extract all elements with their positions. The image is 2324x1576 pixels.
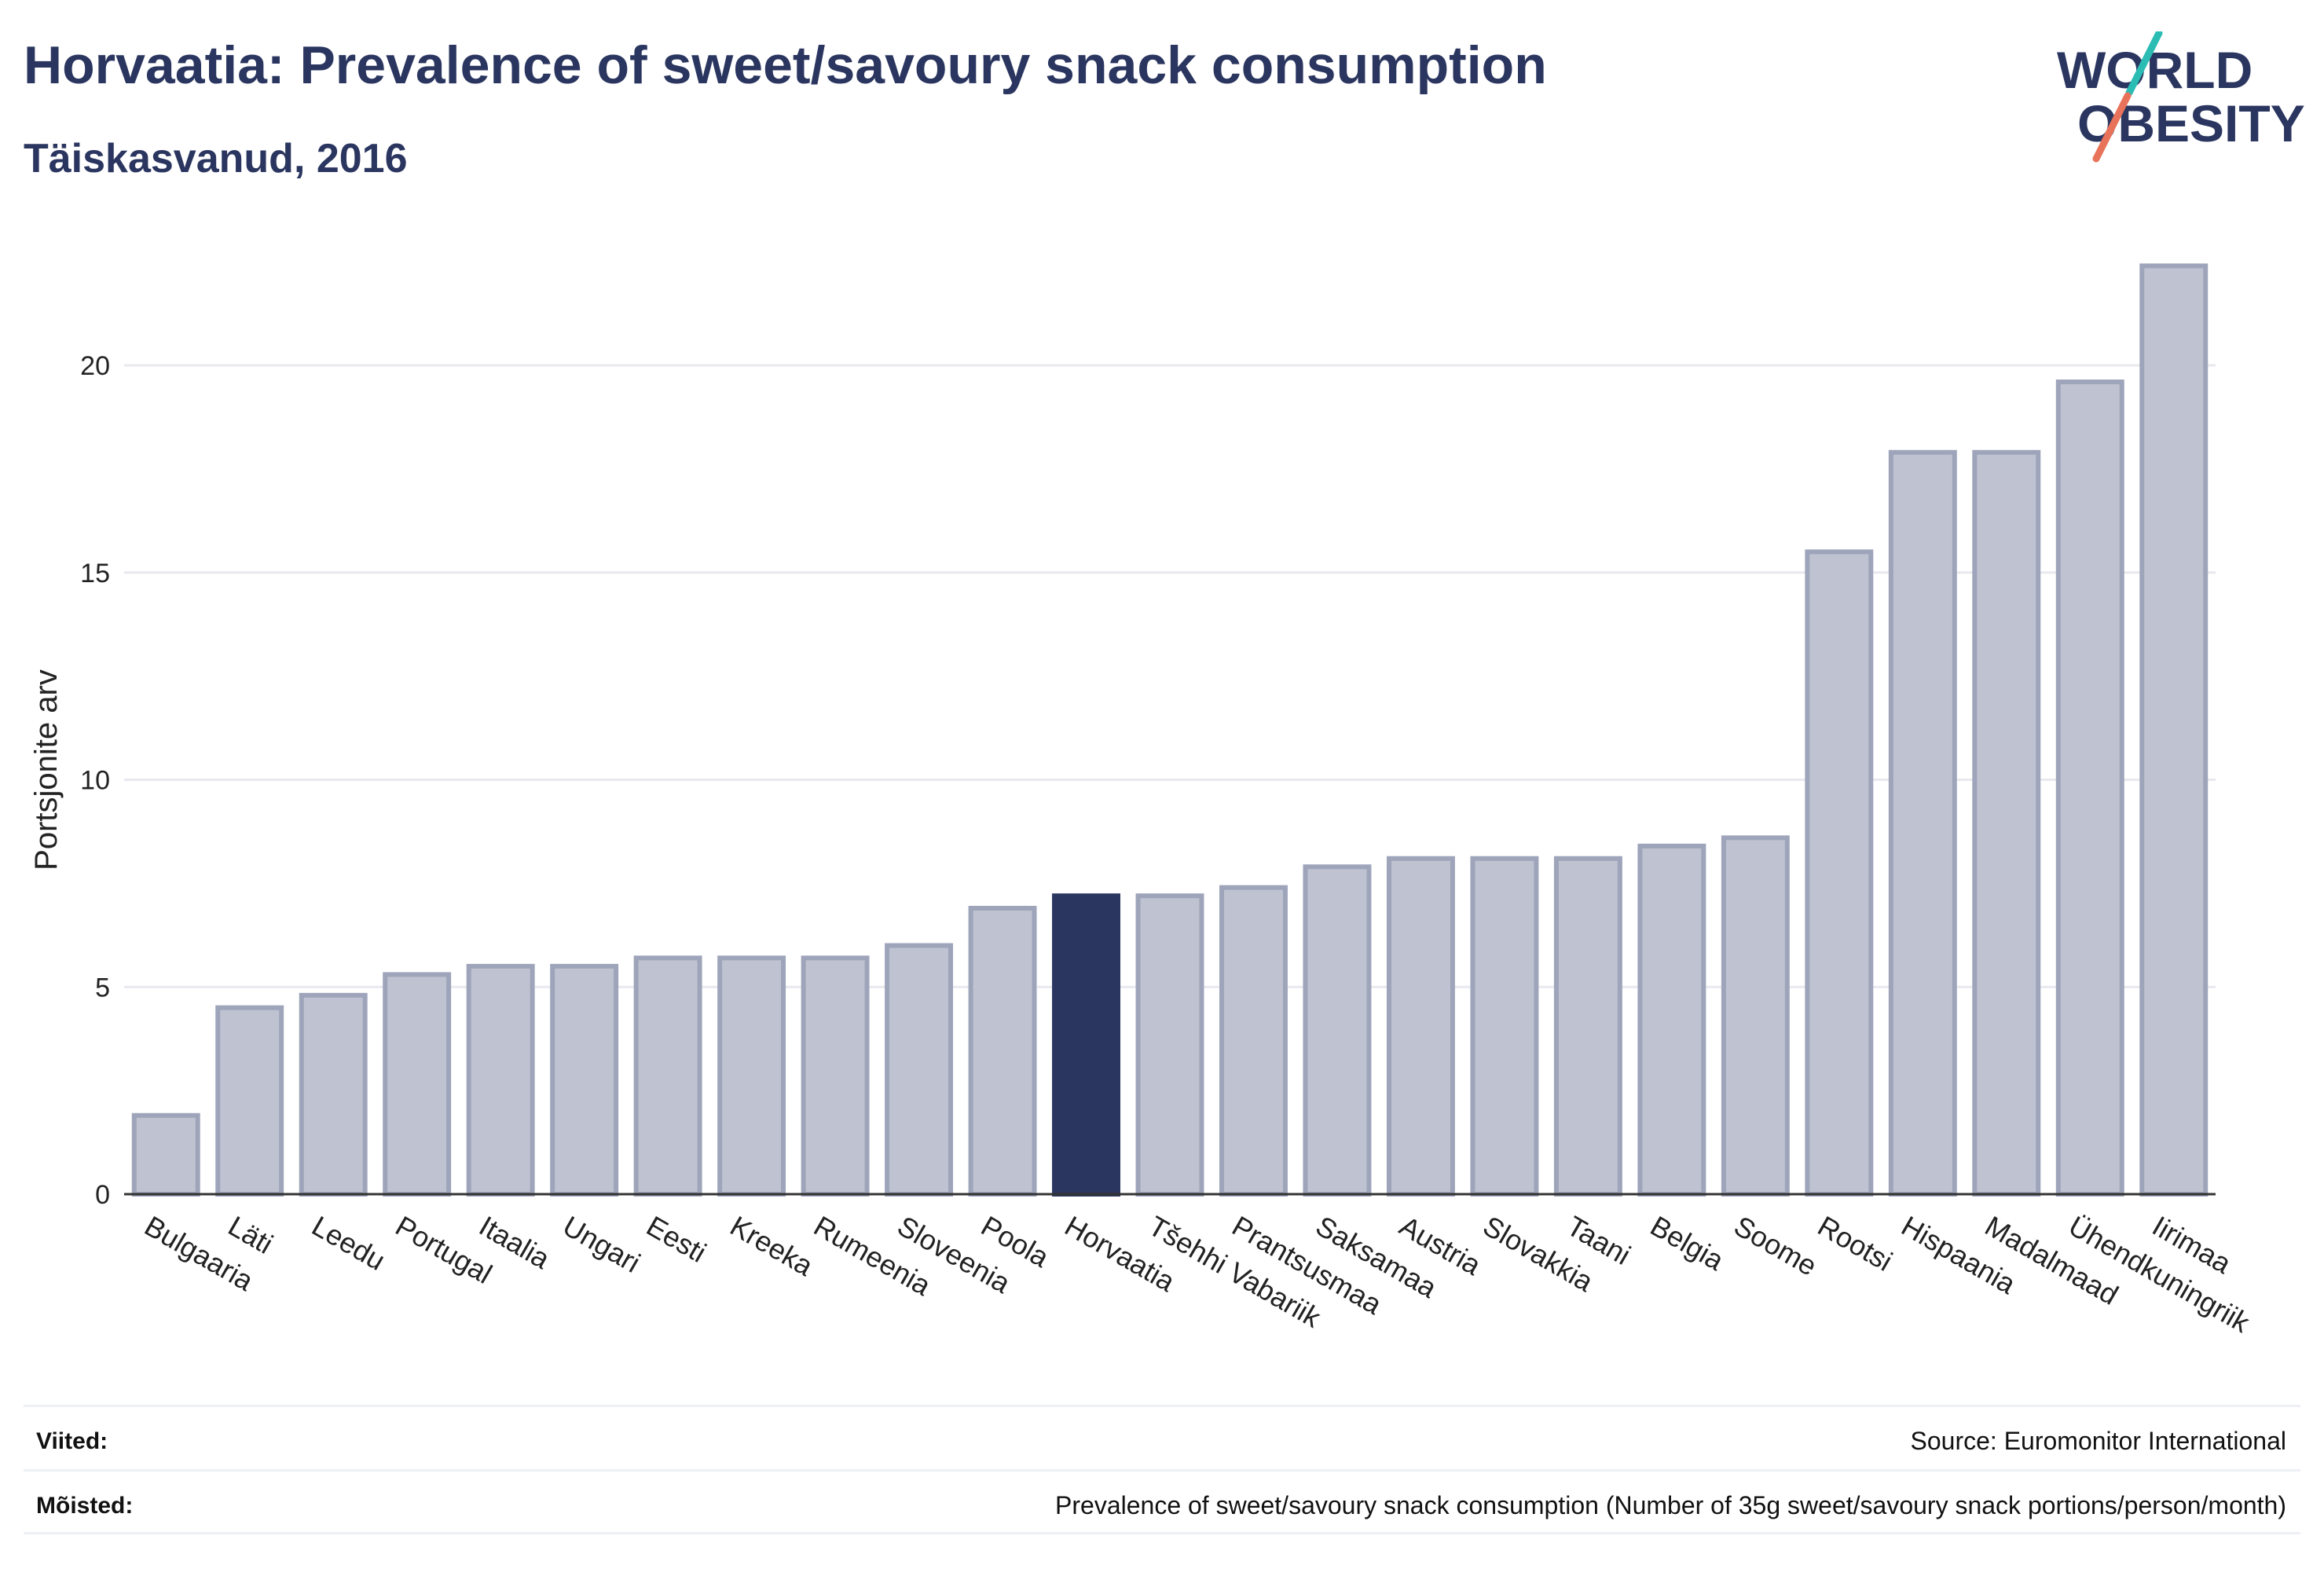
logo-slash-coral <box>2092 92 2132 163</box>
x-tick-label: Leedu <box>306 1209 390 1277</box>
bar-10 <box>968 906 1037 1197</box>
definitions-label: Mõisted: <box>36 1493 134 1519</box>
bar-6 <box>633 955 702 1197</box>
bar-18 <box>1637 843 1706 1197</box>
bar-1 <box>215 1005 284 1197</box>
world-obesity-logo: WORLD OBESITY <box>2057 31 2305 163</box>
logo-slash-teal <box>2125 31 2163 97</box>
page-subtitle: Täiskasvanud, 2016 <box>24 136 408 181</box>
page-title: Horvaatia: Prevalence of sweet/savoury s… <box>24 35 1547 95</box>
y-tick-label: 15 <box>80 559 110 588</box>
bar-23 <box>2055 379 2124 1197</box>
y-tick-label: 5 <box>95 973 110 1002</box>
y-tick-label: 20 <box>80 351 110 381</box>
y-tick-label: 0 <box>95 1180 110 1210</box>
bar-13 <box>1219 885 1288 1197</box>
x-tick-label: Kreeka <box>725 1209 819 1282</box>
bar-5 <box>550 963 619 1197</box>
bar-20 <box>1805 549 1874 1197</box>
bar-11 <box>1052 893 1120 1197</box>
logo-line-1: WORLD <box>2057 41 2253 99</box>
bar-16 <box>1470 856 1539 1197</box>
x-tick-label: Eesti <box>641 1209 712 1269</box>
bar-7 <box>717 955 786 1197</box>
bar-14 <box>1303 864 1372 1197</box>
bar-22 <box>1972 449 2041 1197</box>
bar-19 <box>1721 835 1790 1197</box>
references-label: Viited: <box>36 1428 108 1454</box>
x-tick-label: Soome <box>1728 1209 1822 1282</box>
bar-2 <box>299 992 368 1197</box>
x-tick-label: Portugal <box>390 1209 498 1290</box>
footer-divider-top <box>24 1405 2300 1407</box>
bar-12 <box>1135 893 1204 1197</box>
bar-9 <box>885 943 954 1197</box>
definitions-value: Prevalence of sweet/savoury snack consum… <box>1055 1491 2286 1519</box>
y-tick-label: 10 <box>80 766 110 796</box>
x-tick-label: Rootsi <box>1813 1209 1898 1277</box>
footer-divider-bottom <box>24 1532 2300 1534</box>
x-tick-label: Belgia <box>1645 1209 1730 1277</box>
references-value: Source: Euromonitor International <box>1910 1427 2286 1455</box>
bar-17 <box>1553 856 1622 1197</box>
bar-15 <box>1386 856 1455 1197</box>
bar-0 <box>131 1112 200 1197</box>
bar-8 <box>801 955 870 1197</box>
bar-4 <box>466 963 535 1197</box>
y-axis-label: Portsjonite arv <box>29 669 64 870</box>
footer-divider-middle <box>24 1469 2300 1472</box>
x-tick-label: Ungari <box>558 1209 646 1279</box>
bar-24 <box>2139 263 2209 1197</box>
bar-21 <box>1888 449 1957 1197</box>
bar-3 <box>383 972 452 1197</box>
